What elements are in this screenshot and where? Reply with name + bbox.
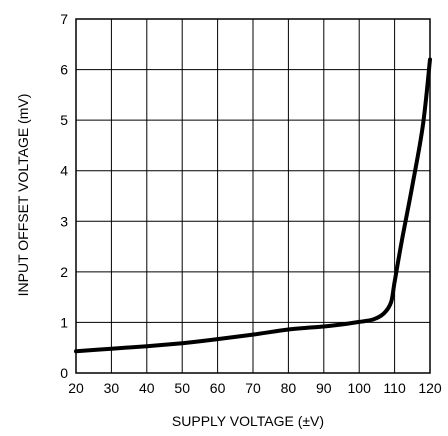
x-tick-label: 60 <box>210 380 226 396</box>
y-tick-label: 1 <box>60 314 68 330</box>
x-axis-title: SUPPLY VOLTAGE (±V) <box>172 413 324 429</box>
y-tick-label: 5 <box>60 112 68 128</box>
y-tick-label: 2 <box>60 264 68 280</box>
x-tick-label: 80 <box>281 380 297 396</box>
x-tick-label: 40 <box>139 380 155 396</box>
x-tick-label: 70 <box>245 380 261 396</box>
x-tick-label: 120 <box>418 380 442 396</box>
y-tick-label: 0 <box>60 365 68 381</box>
x-tick-label: 90 <box>316 380 332 396</box>
x-tick-label: 110 <box>383 380 406 396</box>
y-tick-label: 7 <box>60 11 68 27</box>
series-layer <box>74 57 432 354</box>
tick-labels: 20 30 40 50 60 70 80 90 100 110 120 0 1 2 3 4 5 6 7 <box>60 11 442 396</box>
x-tick-label: 20 <box>68 380 84 396</box>
y-tick-label: 6 <box>60 62 68 78</box>
y-tick-label: 3 <box>60 213 68 229</box>
x-tick-label: 30 <box>104 380 120 396</box>
x-tick-label: 50 <box>174 380 190 396</box>
y-axis-title: INPUT OFFSET VOLTAGE (mV) <box>15 94 31 297</box>
plot-area-frame <box>75 18 431 374</box>
series-line <box>74 57 432 354</box>
x-tick-label: 100 <box>348 380 372 396</box>
y-tick-label: 4 <box>60 163 68 179</box>
